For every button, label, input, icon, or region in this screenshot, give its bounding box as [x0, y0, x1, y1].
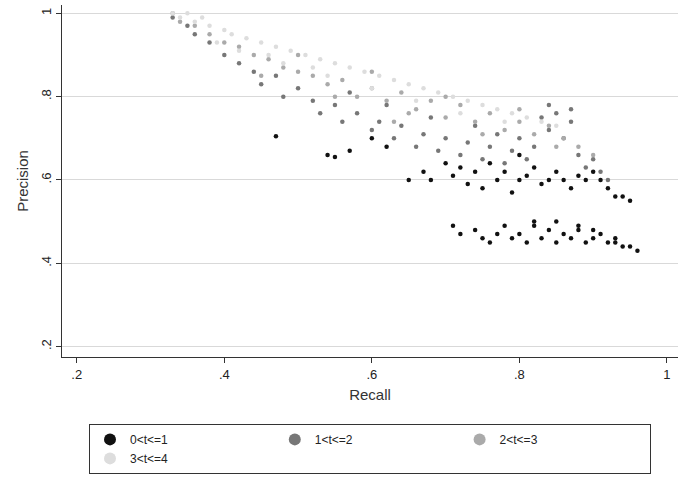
svg-text:1<t<=2: 1<t<=2 [315, 433, 353, 447]
svg-text:Recall: Recall [349, 386, 391, 403]
svg-text:0<t<=1: 0<t<=1 [130, 433, 168, 447]
svg-text:1: 1 [39, 8, 54, 15]
svg-text:.8: .8 [39, 89, 54, 100]
svg-text:.2: .2 [71, 367, 82, 382]
svg-text:2<t<=3: 2<t<=3 [500, 433, 538, 447]
svg-text:Precision: Precision [14, 150, 31, 212]
svg-text:.4: .4 [219, 367, 230, 382]
svg-text:.8: .8 [514, 367, 525, 382]
svg-text:1: 1 [663, 367, 670, 382]
svg-text:.4: .4 [39, 256, 54, 267]
svg-text:.2: .2 [39, 339, 54, 350]
svg-text:.6: .6 [39, 173, 54, 184]
svg-text:3<t<=4: 3<t<=4 [130, 452, 168, 466]
svg-text:.6: .6 [366, 367, 377, 382]
